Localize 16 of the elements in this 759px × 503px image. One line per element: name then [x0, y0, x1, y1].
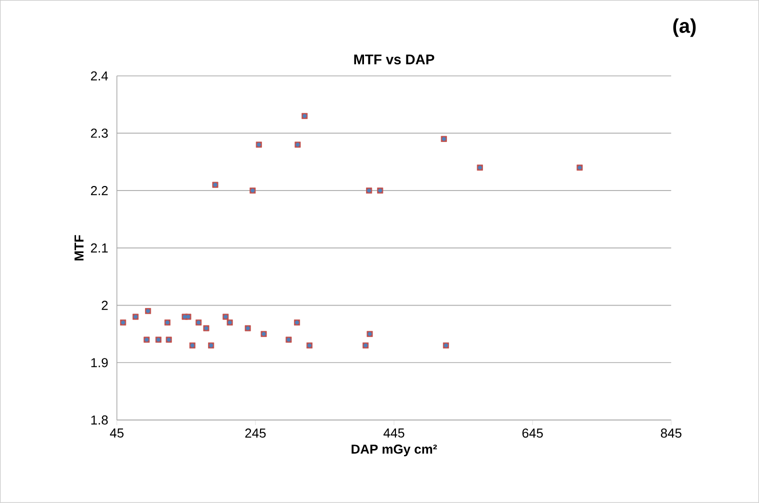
y-tick-label: 2.4	[90, 71, 108, 80]
y-tick-label: 1.9	[91, 358, 108, 368]
y-tick-label: 2	[102, 300, 108, 310]
x-tick-label: 245	[245, 428, 266, 438]
y-tick-label: 1.8	[91, 415, 108, 425]
y-tick-label: 2.2	[90, 186, 108, 196]
text: (a)	[673, 18, 696, 37]
x-tick-label: 845	[660, 428, 682, 438]
x-tick-label: 445	[383, 428, 404, 438]
x-axis-title: DAP mGy cm²	[352, 444, 437, 456]
chart-title: MTF vs DAP	[354, 54, 434, 64]
x-tick-label: 45	[110, 428, 124, 438]
y-axis-title: MTF	[74, 235, 84, 260]
x-tick-label: 645	[522, 428, 543, 438]
y-tick-label: 2.3	[90, 128, 108, 138]
y-tick-label: 2.1	[90, 243, 108, 253]
